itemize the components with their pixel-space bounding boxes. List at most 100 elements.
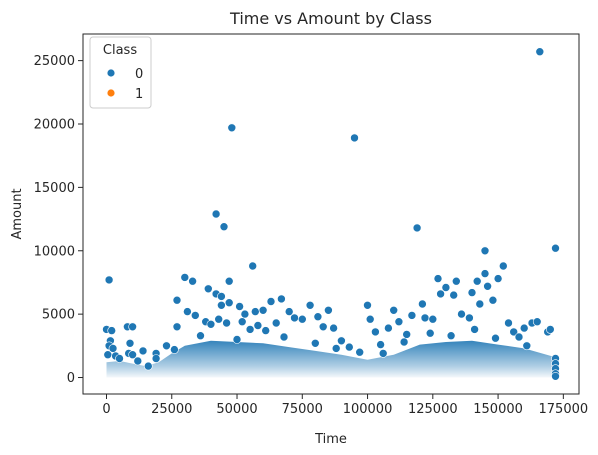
data-point-class-0	[407, 311, 417, 320]
data-point-class-0	[378, 349, 388, 358]
data-point-class-0	[144, 361, 153, 371]
data-point-class-0	[436, 289, 445, 299]
data-point-class-0	[204, 284, 213, 294]
data-point-class-0	[470, 325, 479, 334]
data-point-class-0	[237, 317, 247, 327]
data-point-class-0	[133, 356, 143, 366]
data-point-class-0	[365, 314, 375, 324]
data-point-class-0	[389, 305, 399, 315]
data-point-class-0	[191, 311, 200, 320]
data-point-class-0	[446, 331, 456, 341]
x-tick-label: 0	[102, 402, 110, 417]
data-point-class-0	[245, 325, 255, 334]
plot-area-frame	[82, 33, 580, 395]
data-point-class-0	[258, 305, 268, 315]
data-point-class-0	[115, 354, 124, 363]
data-point-class-0	[240, 309, 250, 319]
data-point-class-0	[219, 222, 229, 231]
data-point-class-0	[418, 299, 427, 309]
y-tick-label: 15000	[34, 181, 75, 196]
data-point-class-0	[514, 332, 524, 342]
data-point-class-0	[251, 307, 260, 316]
data-point-class-0	[211, 209, 221, 219]
data-point-class-0	[551, 243, 560, 253]
x-tick-label: 150000	[473, 402, 523, 417]
data-point-class-0	[488, 295, 498, 305]
data-point-class-0	[162, 341, 171, 351]
data-point-class-0	[277, 294, 286, 304]
data-point-class-0	[222, 318, 231, 328]
data-point-class-0	[172, 295, 182, 305]
data-point-class-0	[128, 350, 137, 360]
data-point-class-0	[457, 309, 466, 319]
data-point-class-0	[188, 276, 197, 286]
data-point-class-0	[108, 344, 118, 353]
y-axis-label: Amount	[10, 188, 25, 239]
data-point-class-0	[172, 322, 182, 332]
data-point-class-0	[399, 337, 409, 347]
data-point-class-0	[363, 300, 372, 310]
data-point-class-0	[433, 274, 443, 283]
data-point-class-0	[545, 325, 555, 334]
data-point-class-0	[183, 307, 192, 316]
legend-box	[89, 36, 152, 109]
chart-title: Time vs Amount by Class	[229, 9, 432, 28]
y-tick-label: 25000	[34, 54, 75, 69]
data-point-class-0	[125, 338, 135, 348]
data-point-class-0	[253, 321, 263, 330]
x-tick-label: 125000	[408, 402, 458, 417]
data-point-class-0	[206, 319, 216, 329]
data-point-class-0	[449, 290, 459, 300]
data-point-class-0	[290, 313, 299, 323]
data-point-class-0	[337, 336, 346, 346]
y-tick-label: 20000	[34, 118, 75, 133]
data-point-class-0	[480, 246, 490, 256]
x-tick-label: 25000	[151, 402, 192, 417]
data-point-class-0	[480, 269, 490, 278]
data-point-class-0	[217, 300, 226, 310]
data-point-class-0	[532, 317, 542, 327]
data-point-class-0	[224, 298, 234, 308]
data-point-class-0	[235, 302, 244, 311]
data-point-class-0	[376, 340, 385, 349]
data-point-class-0	[180, 273, 190, 282]
data-point-class-0	[128, 322, 137, 332]
data-point-class-0	[329, 323, 338, 333]
y-tick-label: 0	[67, 371, 75, 386]
data-point-class-0	[412, 223, 422, 233]
points-layer	[102, 47, 560, 381]
data-point-class-0	[483, 281, 492, 291]
x-axis: 0 25000 50000 75000 100000 125000 150000 175000	[102, 394, 588, 417]
legend-title: Class	[103, 43, 137, 58]
data-point-class-0	[371, 327, 380, 337]
data-point-class-0	[504, 318, 513, 328]
data-point-class-0	[284, 307, 294, 316]
data-point-class-0	[313, 312, 323, 322]
data-point-class-0	[107, 326, 116, 335]
data-point-class-0	[551, 371, 560, 381]
data-point-class-0	[425, 328, 435, 338]
data-point-class-0	[151, 354, 161, 363]
data-point-class-0	[266, 297, 276, 306]
x-tick-label: 175000	[539, 402, 589, 417]
data-point-class-0	[217, 292, 226, 301]
data-point-class-0	[310, 338, 320, 348]
data-point-class-0	[170, 345, 179, 354]
x-axis-label: Time	[314, 432, 347, 447]
data-point-class-0	[522, 341, 532, 351]
x-tick-label: 75000	[282, 402, 323, 417]
data-point-class-0	[467, 288, 477, 297]
data-point-class-0	[248, 261, 257, 271]
data-point-class-0	[428, 314, 438, 324]
data-point-class-0	[472, 276, 482, 286]
data-point-class-0	[138, 346, 148, 356]
point-density-band	[106, 340, 556, 378]
data-point-class-0	[355, 347, 365, 357]
data-point-class-0	[305, 300, 315, 310]
data-point-class-0	[493, 274, 503, 283]
y-axis: 0 5000 10000 15000 20000 25000	[34, 54, 83, 386]
data-point-class-0	[324, 305, 333, 315]
data-point-class-0	[491, 333, 500, 343]
legend-marker-class-0	[106, 68, 116, 78]
y-tick-label: 10000	[34, 244, 75, 259]
